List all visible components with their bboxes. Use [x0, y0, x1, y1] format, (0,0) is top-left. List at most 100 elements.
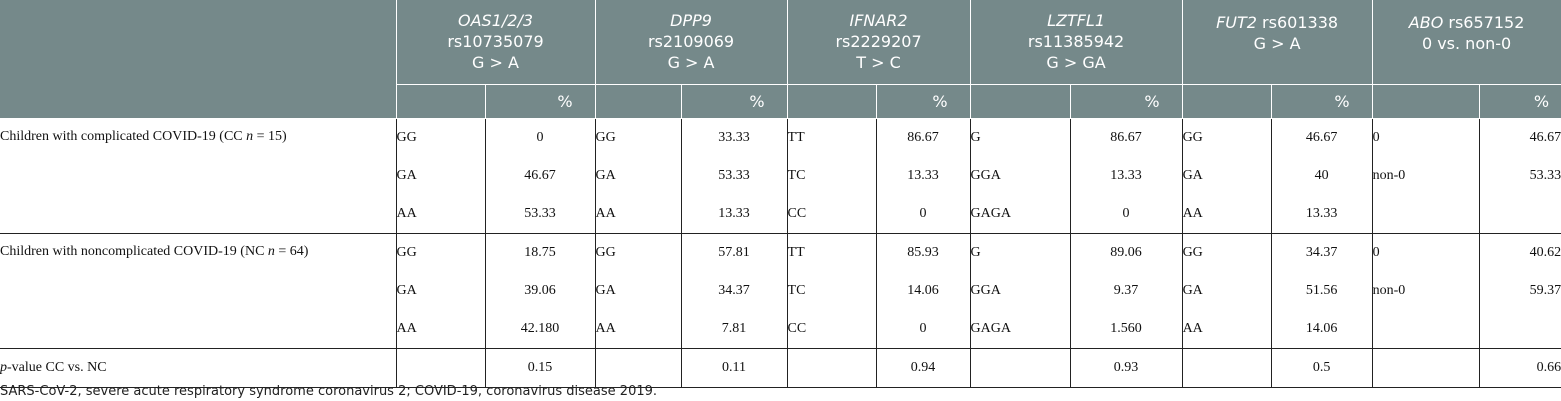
genotype-cell: non-0: [1372, 156, 1480, 195]
genotype-cell: GAGA: [970, 194, 1071, 233]
pvalue-spacer: [396, 347, 486, 388]
percent-cell: 34.37: [1271, 232, 1373, 272]
percent-cell: 7.81: [681, 309, 788, 348]
genotype-cell: GA: [595, 156, 682, 195]
header-gene-dpp9: DPP9 rs2109069 G > A: [595, 0, 788, 85]
percent-cell: 0: [485, 118, 596, 157]
genotype-cell: G: [970, 118, 1071, 157]
genotype-cell: GG: [1182, 118, 1272, 157]
table-row: AA 53.33 AA 13.33 CC 0 GAGA 0 AA 13.33: [0, 194, 1561, 234]
percent-cell: 86.67: [1070, 118, 1183, 157]
genotype-cell: 0: [1372, 118, 1480, 157]
genotype-cell: [1372, 194, 1480, 233]
genotype-cell: AA: [396, 194, 486, 233]
header-genotype-cell: [1182, 84, 1272, 119]
percent-cell: 18.75: [485, 232, 596, 272]
pvalue-cell: 0.15: [485, 347, 596, 388]
genotype-cell: GAGA: [970, 309, 1071, 348]
header-percent-label: %: [1271, 84, 1373, 119]
header-percent-label: %: [485, 84, 596, 119]
header-genotype-cell: [787, 84, 877, 119]
percent-cell: 89.06: [1070, 232, 1183, 272]
genotype-cell: GGA: [970, 271, 1071, 310]
genotype-cell: GGA: [970, 156, 1071, 195]
genotype-cell: GG: [595, 118, 682, 157]
genotype-cell: GG: [595, 232, 682, 272]
percent-cell: 40.62: [1479, 232, 1561, 272]
percent-cell: 13.33: [1271, 194, 1373, 233]
genotype-table: OAS1/2/3 rs10735079 G > A DPP9 rs2109069…: [0, 0, 1561, 388]
genotype-cell: TT: [787, 118, 877, 157]
genotype-cell: TC: [787, 156, 877, 195]
header-gene-ifnar2: IFNAR2 rs2229207 T > C: [787, 0, 971, 85]
percent-cell: 14.06: [876, 271, 971, 310]
genotype-cell: 0: [1372, 232, 1480, 272]
pvalue-cell: 0.94: [876, 347, 971, 388]
header-genotype-cell: [595, 84, 682, 119]
genotype-cell: GA: [396, 271, 486, 310]
percent-cell: 51.56: [1271, 271, 1373, 310]
genotype-cell: [1372, 309, 1480, 348]
genotype-cell: GG: [1182, 232, 1272, 272]
percent-cell: 59.37: [1529, 282, 1561, 298]
header-row-percent: % % % % % %: [0, 84, 1561, 119]
header-empty-cell: [0, 0, 397, 119]
genotype-cell: TT: [787, 232, 877, 272]
table-row: AA 42.180 AA 7.81 CC 0 GAGA 1.560 AA 14.…: [0, 309, 1561, 349]
pvalue-spacer: [787, 347, 877, 388]
percent-cell: 0: [876, 194, 971, 233]
genotype-cell: GA: [396, 156, 486, 195]
percent-cell: 86.67: [876, 118, 971, 157]
percent-cell: 40: [1271, 156, 1373, 195]
genotype-cell: AA: [595, 194, 682, 233]
table-row: GA 39.06 GA 34.37 TC 14.06 GGA 9.37 GA 5…: [0, 271, 1561, 310]
header-percent-label: %: [681, 84, 788, 119]
percent-cell: 85.93: [876, 232, 971, 272]
pvalue-cell: 0.11: [681, 347, 788, 388]
header-gene-oas: OAS1/2/3 rs10735079 G > A: [396, 0, 596, 85]
pvalue-cell: 0.66: [1479, 347, 1561, 388]
percent-cell: 33.33: [681, 118, 788, 157]
genotype-cell: non-0: [1372, 271, 1480, 310]
percent-cell: 9.37: [1070, 271, 1183, 310]
percent-cell: 53.33: [485, 194, 596, 233]
percent-cell: 53.33: [1529, 167, 1561, 183]
table-row: Children with complicated COVID-19 (CC n…: [0, 118, 1561, 233]
header-gene-lztfl1: LZTFL1 rs11385942 G > GA: [970, 0, 1183, 85]
table-footnote: SARS-CoV-2, severe acute respiratory syn…: [0, 384, 658, 399]
header-percent-label: %: [1070, 84, 1183, 119]
genotype-cell: AA: [595, 309, 682, 348]
percent-cell: 53.33: [681, 156, 788, 195]
pvalue-label: p-value CC vs. NC: [0, 347, 397, 388]
percent-cell: 0: [876, 309, 971, 348]
genotype-cell: GG: [396, 118, 486, 157]
percent-cell: [1479, 195, 1561, 234]
genotype-cell: G: [970, 232, 1071, 272]
genotype-cell: GA: [1182, 156, 1272, 195]
pvalue-spacer: [1182, 347, 1272, 388]
percent-cell: 39.06: [485, 271, 596, 310]
genotype-cell: CC: [787, 309, 877, 348]
genotype-cell: TC: [787, 271, 877, 310]
pvalue-spacer: [1372, 347, 1480, 388]
pvalue-row: p-value CC vs. NC 0.15 0.11 0.94 0.93 0.…: [0, 347, 1561, 388]
percent-cell: 46.67: [485, 156, 596, 195]
percent-cell: 1.560: [1070, 309, 1183, 348]
header-percent-label: %: [876, 84, 971, 119]
percent-cell: 42.180: [485, 309, 596, 348]
genotype-cell: AA: [1182, 194, 1272, 233]
genotype-cell: GA: [1182, 271, 1272, 310]
pvalue-cell: 0.5: [1271, 347, 1373, 388]
header-genotype-cell: [396, 84, 486, 119]
percent-cell: 46.67: [1529, 129, 1561, 145]
percent-cell: 0: [1070, 194, 1183, 233]
header-genotype-cell: [970, 84, 1071, 119]
pvalue-spacer: [970, 347, 1071, 388]
percent-cell: [1479, 310, 1561, 349]
header-gene-fut2: FUT2 rs601338 G > A: [1182, 0, 1373, 85]
percent-cell: 14.06: [1271, 309, 1373, 348]
table-row: GA 46.67 GA 53.33 TC 13.33 GGA 13.33 GA …: [0, 156, 1561, 195]
percent-cell: 13.33: [681, 194, 788, 233]
pvalue-cell: 0.93: [1070, 347, 1183, 388]
genotype-cell: GA: [595, 271, 682, 310]
